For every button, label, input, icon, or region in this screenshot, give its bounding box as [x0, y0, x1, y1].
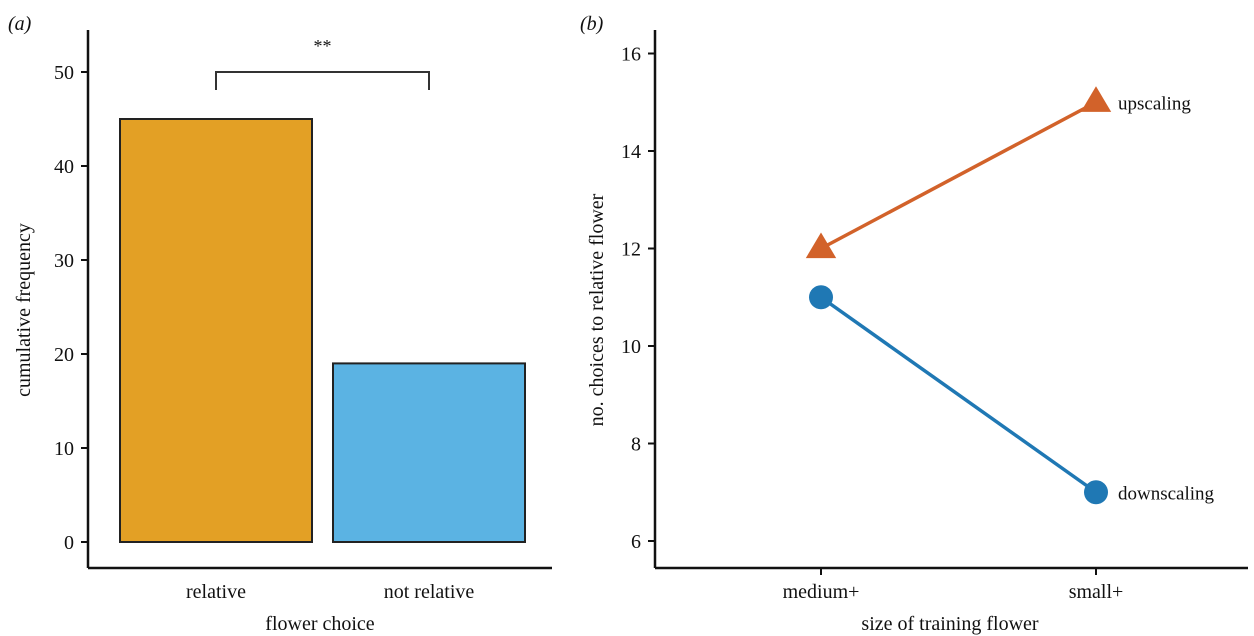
bar — [332, 362, 526, 543]
y-tick-label: 20 — [54, 344, 74, 366]
y-tick-label: 30 — [54, 250, 74, 272]
panel-a-y-axis-title: cumulative frequency — [13, 223, 35, 397]
panel-a-x-axis-title: flower choice — [265, 613, 375, 635]
significance-bracket-line — [215, 71, 430, 90]
panel-a-bars — [119, 118, 526, 543]
significance-stars: ** — [314, 36, 332, 56]
y-tick-label: 10 — [54, 438, 74, 460]
bar — [119, 118, 313, 543]
panel-b-series: upscaling downscaling — [805, 86, 1215, 505]
y-tick-label: 12 — [621, 239, 641, 261]
series-label: downscaling — [1118, 483, 1215, 504]
y-tick-label: 10 — [621, 336, 641, 358]
series-label: upscaling — [1118, 93, 1191, 114]
x-category-label: small+ — [1069, 581, 1124, 603]
x-category-label: medium+ — [783, 581, 860, 603]
y-tick-label: 40 — [54, 156, 74, 178]
significance-bracket: ** — [215, 36, 430, 90]
data-point-circle — [809, 285, 833, 310]
panel-b-category-labels: medium+ small+ — [783, 568, 1124, 603]
panel-b-y-ticks: 6 8 10 12 14 16 — [621, 44, 655, 553]
series-line — [819, 295, 1098, 494]
series-downscaling: downscaling — [809, 285, 1215, 505]
series-line — [820, 100, 1097, 251]
panel-a-y-ticks: 0 10 20 30 40 50 — [54, 62, 88, 554]
y-tick-label: 0 — [64, 532, 74, 554]
y-tick-label: 6 — [631, 531, 641, 553]
panel-b-line-chart: (b) 6 8 10 12 14 16 medium+ small+ upscaling do… — [580, 13, 1248, 635]
data-point-triangle — [1080, 86, 1112, 112]
x-category-label: relative — [186, 581, 246, 603]
y-tick-label: 16 — [621, 44, 641, 66]
data-point-circle — [1084, 480, 1108, 505]
panel-a-label: (a) — [8, 13, 32, 35]
data-point-triangle — [805, 232, 837, 259]
panel-b-x-axis-title: size of training flower — [861, 613, 1038, 635]
panel-a-category-labels: relative not relative — [186, 581, 474, 603]
panel-b-y-axis-title: no. choices to relative flower — [586, 193, 608, 426]
y-tick-label: 50 — [54, 62, 74, 84]
panel-b-label: (b) — [580, 13, 604, 35]
y-tick-label: 8 — [631, 434, 641, 456]
y-tick-label: 14 — [621, 141, 641, 163]
x-category-label: not relative — [384, 581, 475, 603]
series-upscaling: upscaling — [805, 86, 1191, 259]
